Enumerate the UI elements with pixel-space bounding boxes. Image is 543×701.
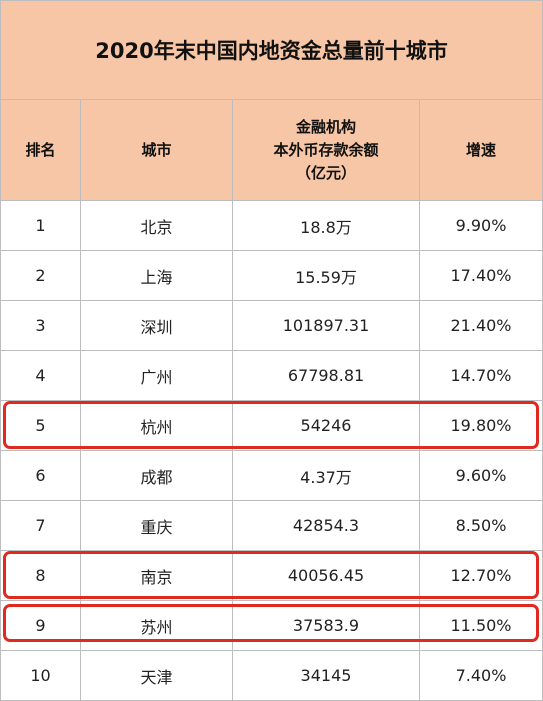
table-row: 2 上海 15.59万 17.40%: [0, 250, 543, 301]
growth-cell: 14.70%: [418, 350, 543, 401]
header-city: 城市: [80, 99, 233, 201]
deposit-cell: 34145: [232, 650, 420, 701]
table-row: 4 广州 67798.81 14.70%: [0, 350, 543, 401]
header-deposit: 金融机构 本外币存款余额 （亿元）: [232, 99, 420, 201]
growth-cell: 11.50%: [418, 600, 543, 651]
table-row: 6 成都 4.37万 9.60%: [0, 450, 543, 501]
table-row: 7 重庆 42854.3 8.50%: [0, 500, 543, 551]
table-row: 5 杭州 54246 19.80%: [0, 400, 543, 451]
city-cell: 杭州: [80, 400, 233, 451]
deposit-cell: 4.37万: [232, 450, 420, 501]
rank-cell: 9: [0, 600, 81, 651]
growth-cell: 9.60%: [418, 450, 543, 501]
rank-cell: 5: [0, 400, 81, 451]
city-cell: 成都: [80, 450, 233, 501]
city-cell: 深圳: [80, 300, 233, 351]
growth-cell: 19.80%: [418, 400, 543, 451]
table-row: 3 深圳 101897.31 21.40%: [0, 300, 543, 351]
city-cell: 天津: [80, 650, 233, 701]
growth-cell: 17.40%: [418, 250, 543, 301]
city-cell: 南京: [80, 550, 233, 601]
growth-cell: 8.50%: [418, 500, 543, 551]
deposit-cell: 37583.9: [232, 600, 420, 651]
table-title: 2020年末中国内地资金总量前十城市: [0, 0, 543, 100]
growth-cell: 9.90%: [418, 200, 543, 251]
deposit-cell: 40056.45: [232, 550, 420, 601]
table-row: 10 天津 34145 7.40%: [0, 650, 543, 701]
table-row: 1 北京 18.8万 9.90%: [0, 200, 543, 251]
deposit-cell: 18.8万: [232, 200, 420, 251]
rank-cell: 6: [0, 450, 81, 501]
rank-cell: 2: [0, 250, 81, 301]
rank-cell: 7: [0, 500, 81, 551]
header-deposit-line3: （亿元）: [295, 163, 356, 182]
growth-cell: 21.40%: [418, 300, 543, 351]
title-row: 2020年末中国内地资金总量前十城市: [0, 0, 543, 100]
header-rank: 排名: [0, 99, 81, 201]
city-cell: 苏州: [80, 600, 233, 651]
table-row: 8 南京 40056.45 12.70%: [0, 550, 543, 601]
city-cell: 广州: [80, 350, 233, 401]
header-deposit-line1: 金融机构: [295, 117, 356, 136]
city-cell: 北京: [80, 200, 233, 251]
rank-cell: 8: [0, 550, 81, 601]
header-row: 排名 城市 金融机构 本外币存款余额 （亿元） 增速: [0, 99, 543, 201]
deposit-cell: 67798.81: [232, 350, 420, 401]
deposit-cell: 101897.31: [232, 300, 420, 351]
rank-cell: 4: [0, 350, 81, 401]
rank-cell: 3: [0, 300, 81, 351]
rank-cell: 10: [0, 650, 81, 701]
city-cell: 重庆: [80, 500, 233, 551]
header-deposit-line2: 本外币存款余额: [273, 140, 379, 159]
rank-cell: 1: [0, 200, 81, 251]
deposit-cell: 15.59万: [232, 250, 420, 301]
header-growth: 增速: [418, 99, 543, 201]
deposit-cell: 54246: [232, 400, 420, 451]
deposit-cell: 42854.3: [232, 500, 420, 551]
city-cell: 上海: [80, 250, 233, 301]
growth-cell: 7.40%: [418, 650, 543, 701]
table-row: 9 苏州 37583.9 11.50%: [0, 600, 543, 651]
growth-cell: 12.70%: [418, 550, 543, 601]
